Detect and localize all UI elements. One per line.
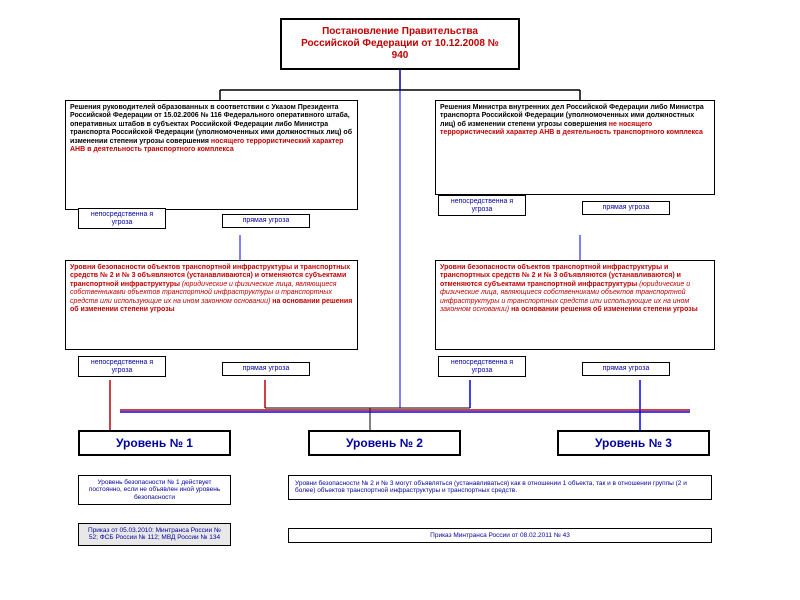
threat-direct-3: прямая угроза [222, 362, 310, 376]
levels-text-right-end: на основании решения об изменении степен… [511, 306, 698, 313]
threat-indirect-label-1: непосредственна я угроза [91, 211, 153, 226]
threat-indirect-label-3: непосредственна я угроза [91, 359, 153, 374]
order-2-box: Приказ Минтранса России от 08.02.2011 № … [288, 528, 712, 543]
right-decision-black: Решения Министра внутренних дел Российск… [440, 104, 704, 128]
title-text: Постановление Правительства Российской Ф… [301, 26, 499, 61]
level-1-note: Уровень безопасности № 1 действует посто… [78, 475, 231, 505]
threat-indirect-4: непосредственна я угроза [438, 356, 526, 377]
level-3-box: Уровень № 3 [557, 430, 710, 456]
right-levels-text: Уровни безопасности объектов транспортно… [435, 260, 715, 350]
threat-indirect-3: непосредственна я угроза [78, 356, 166, 377]
threat-direct-label-1: прямая угроза [243, 217, 290, 224]
order-2-text: Приказ Минтранса России от 08.02.2011 № … [430, 532, 570, 539]
level-1-note-text: Уровень безопасности № 1 действует посто… [89, 479, 220, 501]
left-decision-box: Решения руководителей образованных в соо… [65, 100, 358, 210]
threat-direct-label-4: прямая угроза [603, 365, 650, 372]
threat-indirect-label-2: непосредственна я угроза [451, 198, 513, 213]
title-box: Постановление Правительства Российской Ф… [280, 18, 520, 70]
right-decision-box: Решения Министра внутренних дел Российск… [435, 100, 715, 195]
left-levels-text: Уровни безопасности объектов транспортно… [65, 260, 358, 350]
threat-indirect-2: непосредственна я угроза [438, 195, 526, 216]
threat-direct-4: прямая угроза [582, 362, 670, 376]
threat-direct-label-3: прямая угроза [243, 365, 290, 372]
threat-direct-2: прямая угроза [582, 201, 670, 215]
level-2-label: Уровень № 2 [346, 436, 423, 450]
level-2-box: Уровень № 2 [308, 430, 461, 456]
threat-indirect-label-4: непосредственна я угроза [451, 359, 513, 374]
level-1-box: Уровень № 1 [78, 430, 231, 456]
threat-direct-1: прямая угроза [222, 214, 310, 228]
level-23-note-text: Уровни безопасности № 2 и № 3 могут объя… [295, 480, 687, 494]
level-3-label: Уровень № 3 [595, 436, 672, 450]
threat-direct-label-2: прямая угроза [603, 204, 650, 211]
order-1-text: Приказ от 05.03.2010: Минтранса России №… [88, 527, 221, 541]
level-23-note: Уровни безопасности № 2 и № 3 могут объя… [288, 475, 712, 500]
order-1-box: Приказ от 05.03.2010: Минтранса России №… [78, 523, 231, 546]
threat-indirect-1: непосредственна я угроза [78, 208, 166, 229]
level-1-label: Уровень № 1 [116, 436, 193, 450]
